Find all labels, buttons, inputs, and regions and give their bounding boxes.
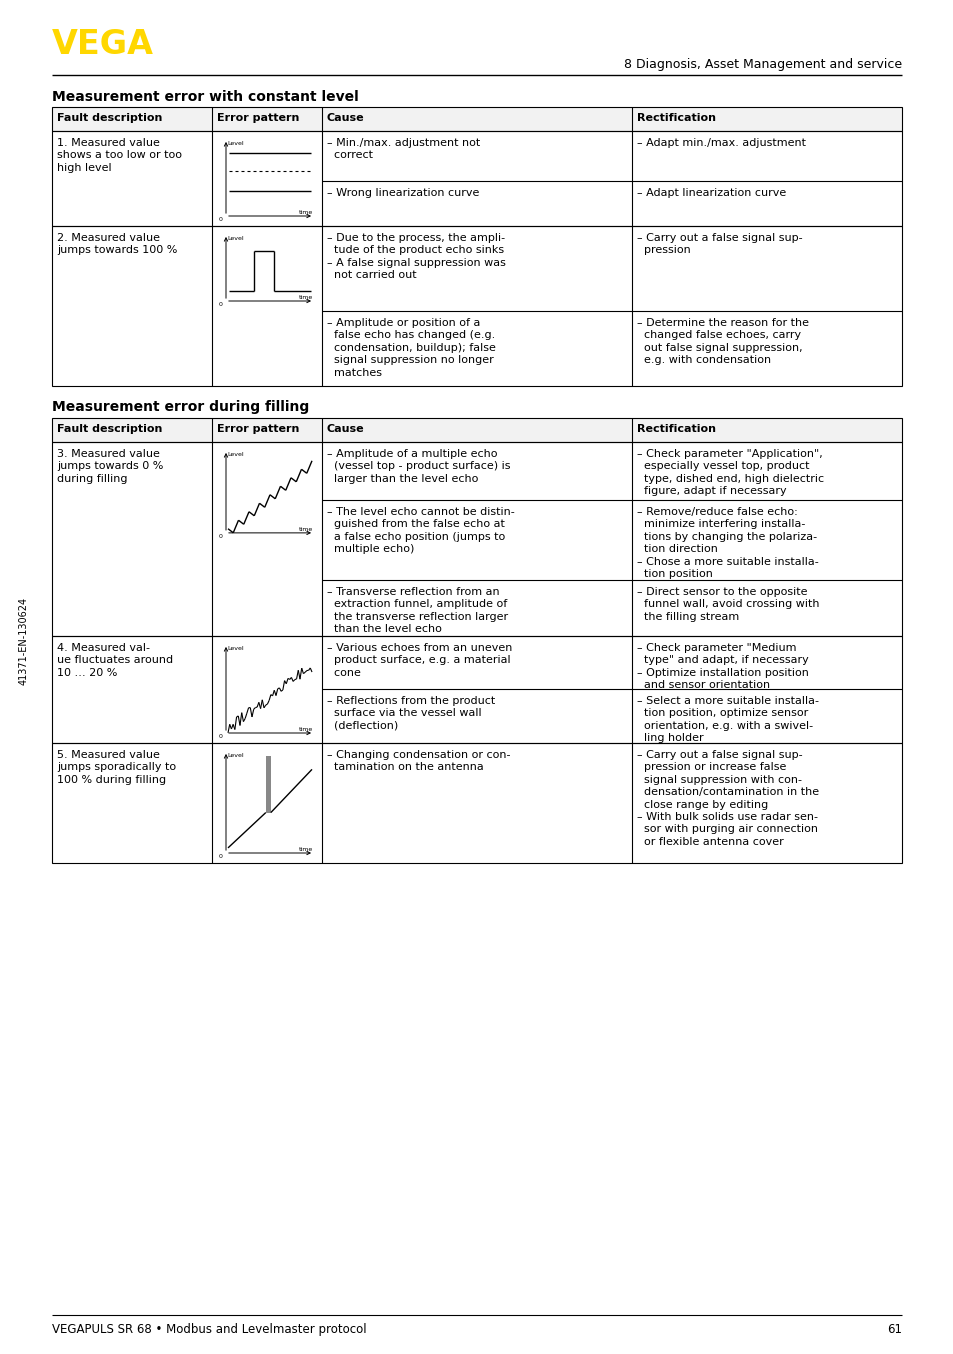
Text: 1. Measured value
shows a too low or too
high level: 1. Measured value shows a too low or too…: [57, 138, 182, 173]
Text: – Amplitude of a multiple echo
  (vessel top - product surface) is
  larger than: – Amplitude of a multiple echo (vessel t…: [327, 450, 510, 483]
Text: 0: 0: [219, 217, 223, 222]
Text: – Carry out a false signal sup-
  pression: – Carry out a false signal sup- pression: [637, 233, 801, 256]
Text: 3. Measured value
jumps towards 0 %
during filling: 3. Measured value jumps towards 0 % duri…: [57, 450, 163, 483]
Text: Level: Level: [227, 141, 243, 146]
Text: – Select a more suitable installa-
  tion position, optimize sensor
  orientatio: – Select a more suitable installa- tion …: [637, 696, 818, 743]
Text: VEGA: VEGA: [52, 28, 153, 61]
Text: Measurement error during filling: Measurement error during filling: [52, 399, 309, 414]
Text: Error pattern: Error pattern: [216, 424, 299, 435]
Text: – Adapt linearization curve: – Adapt linearization curve: [637, 188, 785, 198]
Text: – Determine the reason for the
  changed false echoes, carry
  out false signal : – Determine the reason for the changed f…: [637, 318, 808, 366]
Text: 5. Measured value
jumps sporadically to
100 % during filling: 5. Measured value jumps sporadically to …: [57, 750, 176, 785]
Text: 4. Measured val-
ue fluctuates around
10 … 20 %: 4. Measured val- ue fluctuates around 10…: [57, 643, 172, 678]
Text: – Wrong linearization curve: – Wrong linearization curve: [327, 188, 478, 198]
Text: – The level echo cannot be distin-
  guished from the false echo at
  a false ec: – The level echo cannot be distin- guish…: [327, 506, 515, 554]
Text: Level: Level: [227, 236, 243, 241]
Bar: [52, 743, 901, 862]
Text: – Amplitude or position of a
  false echo has changed (e.g.
  condensation, buil: – Amplitude or position of a false echo …: [327, 318, 496, 378]
Text: Level: Level: [227, 646, 243, 651]
Text: – Check parameter "Application",
  especially vessel top, product
  type, dished: – Check parameter "Application", especia…: [637, 450, 823, 496]
Text: Level: Level: [227, 452, 243, 458]
Bar: [52, 636, 901, 743]
Text: – Min./max. adjustment not
  correct: – Min./max. adjustment not correct: [327, 138, 479, 160]
Bar: [52, 226, 901, 386]
Text: 0: 0: [219, 302, 223, 307]
Text: – Remove/reduce false echo:
  minimize interfering installa-
  tions by changing: – Remove/reduce false echo: minimize int…: [637, 506, 818, 580]
Text: Cause: Cause: [327, 112, 364, 123]
Text: Error pattern: Error pattern: [216, 112, 299, 123]
Text: time: time: [298, 210, 313, 215]
Text: – Carry out a false signal sup-
  pression or increase false
  signal suppressio: – Carry out a false signal sup- pression…: [637, 750, 819, 846]
Text: 0: 0: [219, 734, 223, 739]
Text: time: time: [298, 527, 313, 532]
Bar: [52, 131, 901, 226]
Text: Measurement error with constant level: Measurement error with constant level: [52, 89, 358, 104]
Text: – Direct sensor to the opposite
  funnel wall, avoid crossing with
  the filling: – Direct sensor to the opposite funnel w…: [637, 588, 819, 621]
Text: – Check parameter "Medium
  type" and adapt, if necessary
– Optimize installatio: – Check parameter "Medium type" and adap…: [637, 643, 808, 691]
Text: 8 Diagnosis, Asset Management and service: 8 Diagnosis, Asset Management and servic…: [623, 58, 901, 70]
Bar: [52, 441, 901, 636]
Text: Cause: Cause: [327, 424, 364, 435]
Text: 0: 0: [219, 533, 223, 539]
Text: – Transverse reflection from an
  extraction funnel, amplitude of
  the transver: – Transverse reflection from an extracti…: [327, 588, 508, 634]
Text: Rectification: Rectification: [637, 112, 716, 123]
Text: Fault description: Fault description: [57, 424, 162, 435]
Text: time: time: [298, 295, 313, 301]
Bar: [52, 107, 901, 131]
Text: time: time: [298, 848, 313, 852]
Text: – Reflections from the product
  surface via the vessel wall
  (deflection): – Reflections from the product surface v…: [327, 696, 495, 731]
Text: 41371-EN-130624: 41371-EN-130624: [19, 597, 29, 685]
Text: Rectification: Rectification: [637, 424, 716, 435]
Text: time: time: [298, 727, 313, 733]
Text: Level: Level: [227, 753, 243, 758]
Text: 0: 0: [219, 854, 223, 858]
Text: – Various echoes from an uneven
  product surface, e.g. a material
  cone: – Various echoes from an uneven product …: [327, 643, 512, 678]
Text: VEGAPULS SR 68 • Modbus and Levelmaster protocol: VEGAPULS SR 68 • Modbus and Levelmaster …: [52, 1323, 366, 1336]
Text: – Changing condensation or con-
  tamination on the antenna: – Changing condensation or con- taminati…: [327, 750, 510, 772]
Bar: [52, 418, 901, 441]
Text: 61: 61: [886, 1323, 901, 1336]
Text: Fault description: Fault description: [57, 112, 162, 123]
Text: – Due to the process, the ampli-
  tude of the product echo sinks
– A false sign: – Due to the process, the ampli- tude of…: [327, 233, 505, 280]
Bar: [266, 756, 271, 812]
Text: 2. Measured value
jumps towards 100 %: 2. Measured value jumps towards 100 %: [57, 233, 177, 256]
Text: – Adapt min./max. adjustment: – Adapt min./max. adjustment: [637, 138, 805, 148]
